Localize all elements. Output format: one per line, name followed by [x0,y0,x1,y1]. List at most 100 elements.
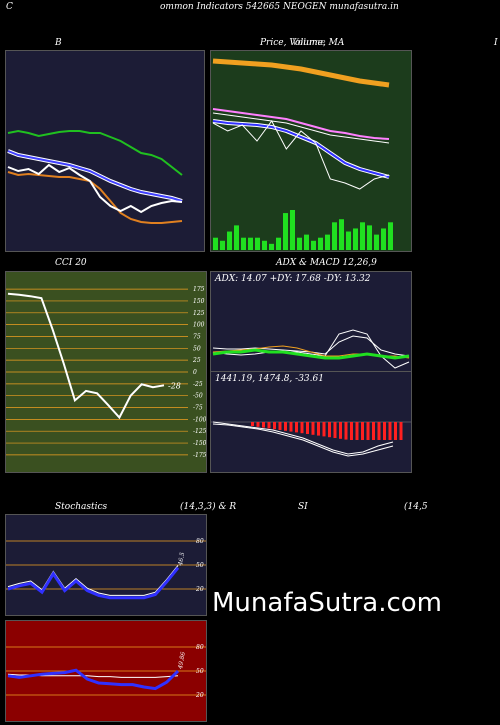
macd-histogram-bar [355,422,359,440]
close-price-line [212,120,390,190]
stoch-tick-label: 20 [195,586,204,593]
cci-tick-label: -50 [193,393,203,400]
volume-bar [325,234,330,250]
volume-bar [255,237,260,250]
stoch-title: Stochastics [55,502,108,512]
cci-tick-label: -175 [193,452,206,459]
bb-title: B [55,38,62,48]
rsi-tick-label: 50 [196,668,204,675]
ma-short-glow [212,119,390,179]
macd-readout: 1441.19, 1474.8, -33.61 [215,374,324,384]
header-title: ommon Indicators 542665 NEOGEN munafasut… [160,2,399,12]
volume-bar [297,237,302,250]
volume-bar [367,225,372,250]
volume-bar [388,222,393,250]
adx-title: ADX & MACD 12,26,9 [276,258,377,268]
volume-bar [220,240,225,250]
macd-histogram-bar [289,422,293,432]
stoch-d-line [7,565,179,596]
macd-histogram-bar [361,422,364,440]
volume-bar [283,213,288,250]
watermark: MunafaSutra.com [212,588,443,618]
macd-histogram-bar [394,422,397,440]
cci-tick-label: 0 [193,369,197,376]
volume-bar [213,237,218,250]
cci-tick-label: 25 [192,357,201,364]
bollinger-chart [7,129,183,224]
macd-signal-line [212,423,394,457]
macd-histogram-bar [344,422,348,440]
bb-middle-line [7,150,183,202]
macd-histogram-bar [273,422,276,430]
volume-bar [339,219,344,250]
cci-panel: 175 150 125 100 75 50 25 0 -25 -50 -75 -100 -125 -150… [5,271,207,473]
price-volume-chart [212,58,393,250]
volume-bar [227,231,232,250]
stoch-tick-label: 80 [196,538,204,545]
volume-bar [269,243,274,250]
bb-upper-line [7,129,183,176]
stoch-k-line [7,566,180,600]
adx-panel: ADX: 14.07 +DY: 17.68 -DY: 13.32 [210,271,412,373]
cci-line [7,292,165,420]
adx-white-b [212,329,410,369]
cci-tick-label: -125 [193,428,206,435]
macd-histogram-bar [333,422,337,438]
cci-value-label: -28 [168,381,181,390]
ma-short-line [212,120,390,178]
cci-tick-label: 150 [193,298,205,305]
ma-long-line [212,58,390,88]
macd-histogram-bar [366,422,370,440]
price-title-overlay: Volume [292,38,326,48]
macd-histogram-bar [284,422,287,431]
adx-readout: ADX: 14.07 +DY: 17.68 -DY: 13.32 [215,274,371,284]
macd-histogram-bar [300,422,304,434]
volume-bar [360,222,365,250]
volume-bar [311,240,316,250]
cci-chart: 175 150 125 100 75 50 25 0 -25 -50 -75 -100 -125 -150… [6,286,206,459]
stoch-tick-label: 50 [196,562,204,569]
macd-histogram-bar [278,422,282,430]
rsi-title: SI [298,502,308,512]
cci-tick-label: 175 [193,286,205,293]
macd-chart [211,421,411,457]
stochastics-chart: 80 50 20 46.5 [6,538,206,600]
rsi-chart: 80 50 20 49.86 [6,644,206,699]
volume-bar [262,240,267,250]
volume-bar [374,234,379,250]
volume-bar [276,237,281,250]
cci-tick-label: -75 [193,405,203,412]
macd-histogram-bar [251,422,254,426]
macd-panel: 1441.19, 1474.8, -33.61 [210,371,412,473]
stochastics-panel: 80 50 20 46.5 [5,514,207,616]
rsi-value-label: 49.86 [177,651,187,670]
price-volume-panel [210,50,412,252]
macd-histogram-bar [306,422,309,434]
volume-bar [304,234,309,250]
volume-bar [332,222,337,250]
rsi-tick-label: 80 [196,644,204,651]
macd-histogram-bar [339,422,342,439]
cci-tick-label: 50 [193,345,201,352]
bb-price-line [7,163,183,214]
cci-tick-label: -25 [193,381,203,388]
volume-bar [234,225,239,250]
adx-green [212,348,410,360]
volume-bar [346,231,351,250]
rsi-tick-label: 20 [195,692,204,699]
macd-histogram-bar [383,422,386,440]
macd-histogram-bar [311,422,315,435]
macd-histogram-bar [267,422,271,429]
bollinger-panel [5,50,205,252]
stoch-params: (14,3,3) & R [180,502,237,512]
macd-histogram-bar [328,422,331,438]
volume-bar [248,237,253,250]
cci-tick-label: 75 [193,333,201,340]
macd-histogram-bar [317,422,320,436]
cci-tick-label: 125 [193,310,205,317]
cci-tick-label: 100 [193,322,205,329]
macd-histogram-bar [388,422,392,440]
volume-bar [241,237,246,250]
ma-pink-line [212,108,390,140]
cci-tick-label: -150 [193,440,206,447]
